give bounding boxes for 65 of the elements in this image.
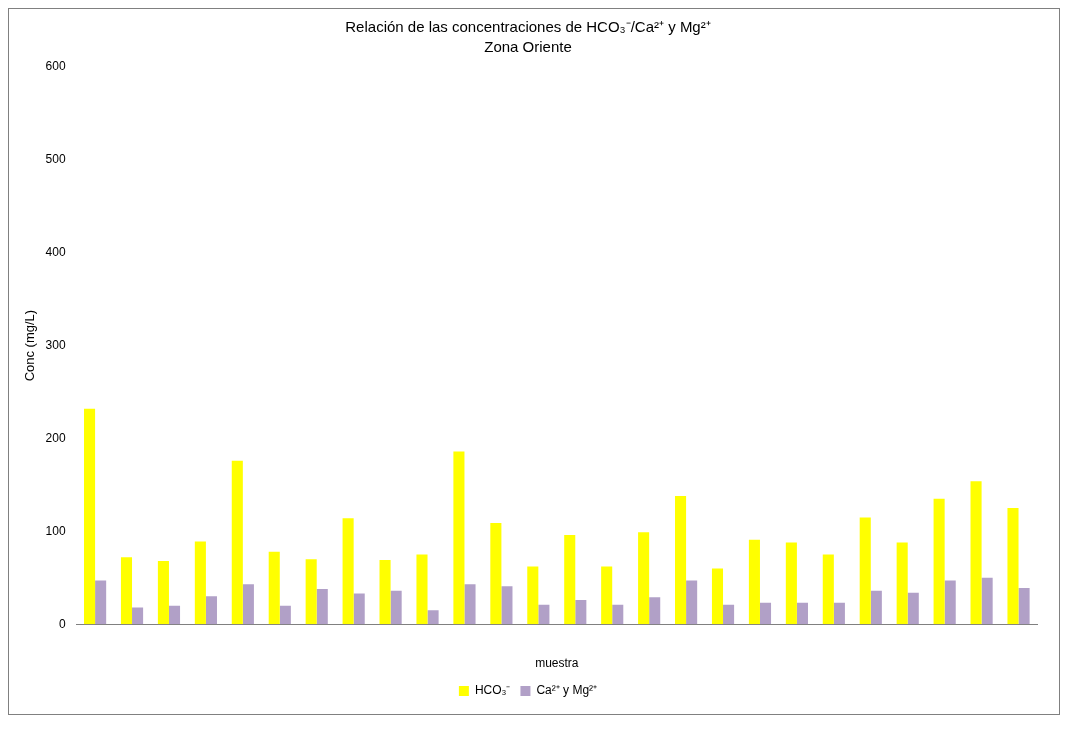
y-tick-label: 100 — [45, 523, 66, 538]
y-axis-title: Conc (mg/L) — [22, 309, 38, 382]
y-tick-label: 400 — [45, 245, 66, 260]
bar — [464, 584, 476, 625]
bar — [870, 590, 882, 625]
chart-subtitle: Zona Oriente — [484, 38, 572, 56]
bar — [390, 590, 402, 625]
bar — [353, 593, 365, 625]
chart-title: Relación de las concentraciones de HCO₃⁻/Ca²⁺ y Mg²⁺ — [345, 18, 711, 36]
bar — [379, 560, 391, 625]
bar — [490, 522, 502, 625]
legend-label: Ca²⁺ y Mg²⁺ — [536, 683, 598, 698]
bar — [822, 554, 834, 625]
bar — [638, 532, 650, 625]
bar — [538, 604, 550, 625]
bar — [1018, 587, 1030, 625]
y-tick-label: 200 — [45, 430, 66, 445]
bar — [1007, 508, 1019, 625]
bar — [242, 584, 254, 625]
bar — [859, 517, 871, 625]
bar — [564, 535, 576, 625]
bar — [601, 566, 613, 625]
bar — [527, 566, 539, 625]
bar — [84, 408, 96, 625]
legend-label: HCO₃⁻ — [474, 683, 511, 698]
bar — [501, 586, 513, 625]
bar — [305, 559, 317, 625]
bar — [759, 602, 772, 625]
y-tick-label: 300 — [45, 337, 66, 352]
bar — [896, 542, 908, 625]
bar — [132, 607, 144, 625]
bar — [575, 600, 587, 625]
bar — [944, 580, 956, 625]
bar — [453, 451, 465, 625]
bar — [723, 604, 735, 625]
y-tick-label: 500 — [45, 152, 66, 167]
y-tick-label: 600 — [45, 59, 66, 74]
bar — [168, 605, 181, 625]
bar — [427, 610, 439, 625]
bar — [711, 568, 724, 625]
bar — [649, 597, 661, 625]
bar — [981, 577, 993, 625]
bar — [796, 602, 808, 625]
bar — [933, 498, 945, 625]
bar — [194, 541, 206, 625]
bar — [612, 604, 624, 625]
bar — [970, 481, 982, 625]
bar — [279, 605, 291, 625]
bar — [95, 580, 107, 625]
bar — [416, 554, 428, 625]
bar — [120, 557, 133, 625]
bar — [748, 539, 760, 625]
bar — [686, 580, 698, 625]
bar — [268, 551, 280, 625]
bar — [907, 592, 919, 625]
bar — [785, 542, 797, 625]
x-axis-title: muestra — [535, 656, 579, 671]
y-tick-label: 0 — [58, 616, 66, 631]
bar — [231, 460, 243, 625]
bar — [675, 496, 687, 625]
bar — [316, 588, 328, 625]
bar — [833, 602, 845, 625]
bar — [342, 518, 354, 625]
bar — [157, 561, 169, 625]
bar — [205, 596, 217, 625]
